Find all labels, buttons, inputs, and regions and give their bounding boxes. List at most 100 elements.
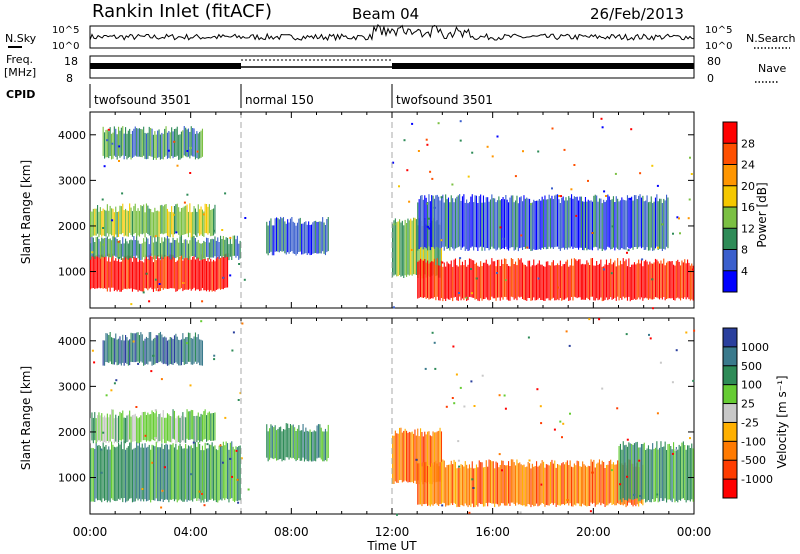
data-cell <box>516 195 518 248</box>
data-cell <box>487 263 489 300</box>
data-cell <box>208 261 210 292</box>
colorbar-tick-label: 100 <box>741 379 762 392</box>
data-cell <box>457 266 459 301</box>
data-cell <box>98 445 100 500</box>
data-point <box>429 170 432 173</box>
data-cell <box>129 410 131 440</box>
freq-tick-bottom: 8 <box>66 72 73 85</box>
time-tick-label: 04:00 <box>173 525 208 539</box>
sky-left-tick-bottom: 10^0 <box>52 41 79 52</box>
data-cell <box>313 221 315 254</box>
data-cell <box>601 203 603 251</box>
time-tick-label: 08:00 <box>274 525 309 539</box>
data-cell <box>508 265 510 301</box>
data-cell <box>213 446 215 501</box>
data-point <box>503 394 506 397</box>
data-cell <box>204 242 206 260</box>
data-cell <box>674 265 676 301</box>
data-cell <box>292 221 294 254</box>
data-cell <box>140 205 142 234</box>
data-cell <box>569 265 571 301</box>
data-cell <box>224 254 226 288</box>
power-ylabel: Slant Range [km] <box>19 160 33 264</box>
data-cell <box>187 243 190 260</box>
data-point <box>102 431 105 434</box>
data-cell <box>496 462 499 505</box>
data-cell <box>484 262 486 299</box>
data-cell <box>129 203 131 233</box>
data-cell <box>587 262 589 299</box>
data-cell <box>438 466 440 506</box>
data-cell <box>190 409 192 440</box>
data-cell <box>193 442 195 499</box>
data-cell <box>185 443 187 500</box>
data-cell <box>576 460 578 504</box>
data-cell <box>657 261 659 299</box>
data-cell <box>155 134 157 160</box>
data-point <box>163 466 166 469</box>
data-cell <box>422 225 424 279</box>
data-cell <box>470 467 472 507</box>
data-cell <box>179 340 181 366</box>
data-point <box>601 387 604 390</box>
data-cell <box>650 449 652 503</box>
data-cell <box>591 461 594 504</box>
data-cell <box>450 460 452 504</box>
data-cell <box>523 195 525 247</box>
station-title: Rankin Inlet (fitACF) <box>92 1 272 22</box>
data-cell <box>417 202 419 251</box>
data-point <box>588 318 591 321</box>
data-cell <box>122 449 124 503</box>
data-cell <box>214 412 216 441</box>
data-cell <box>207 448 209 502</box>
data-cell <box>109 449 111 503</box>
data-cell <box>654 197 657 249</box>
data-cell <box>313 430 315 461</box>
data-cell <box>157 255 159 289</box>
data-point <box>393 223 396 226</box>
data-cell <box>95 255 97 289</box>
data-point <box>473 405 476 407</box>
data-cell <box>136 235 138 256</box>
data-cell <box>144 132 146 159</box>
data-point <box>661 223 664 226</box>
data-cell <box>436 463 438 505</box>
data-cell <box>460 200 462 250</box>
data-cell <box>477 265 479 301</box>
data-cell <box>148 244 150 261</box>
data-cell <box>168 211 170 237</box>
data-cell <box>425 224 427 278</box>
data-cell <box>421 220 423 276</box>
data-cell <box>435 265 437 301</box>
data-cell <box>685 263 687 300</box>
data-point <box>145 272 148 275</box>
data-cell <box>442 194 444 247</box>
data-cell <box>636 199 638 249</box>
data-cell <box>689 448 691 502</box>
data-cell <box>522 465 524 506</box>
data-cell <box>302 223 304 255</box>
data-cell <box>95 442 97 499</box>
data-cell <box>436 431 438 482</box>
data-cell <box>310 431 313 462</box>
data-cell <box>543 199 545 250</box>
data-cell <box>94 256 96 289</box>
data-cell <box>232 446 234 501</box>
data-cell <box>492 198 494 249</box>
data-point <box>182 282 185 284</box>
data-point <box>452 345 455 348</box>
data-cell <box>424 462 426 505</box>
data-cell <box>178 257 180 290</box>
data-point <box>472 487 475 489</box>
data-cell <box>189 131 191 159</box>
time-tick-label: 12:00 <box>375 525 410 539</box>
data-point <box>247 488 250 491</box>
data-cell <box>418 260 420 298</box>
data-cell <box>172 212 174 238</box>
data-cell <box>397 433 399 483</box>
data-cell <box>526 466 528 507</box>
data-point <box>201 300 204 303</box>
sky-trace-line <box>89 24 695 42</box>
data-cell <box>129 128 131 157</box>
data-cell <box>112 253 114 288</box>
